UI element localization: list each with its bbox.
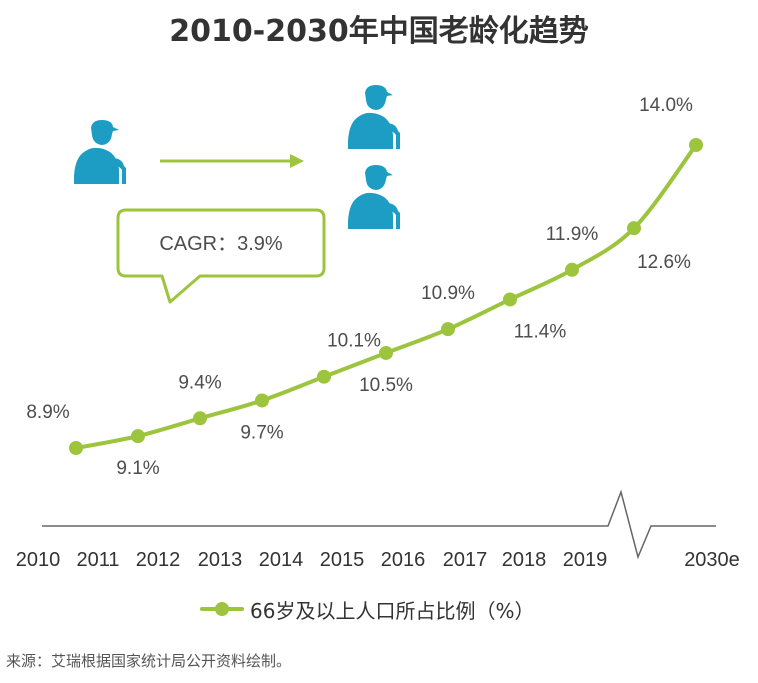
x-tick-2011: 2011 <box>76 549 119 571</box>
legend-label: 66岁及以上人口所占比例（%） <box>250 598 535 623</box>
legend: 66岁及以上人口所占比例（%） <box>200 594 534 624</box>
x-tick-2010: 2010 <box>16 549 61 571</box>
cagr-callout: CAGR：3.9% <box>116 208 326 304</box>
data-point-2019 <box>627 221 641 236</box>
data-label-2011: 9.1% <box>116 458 159 479</box>
data-label-2017: 11.4% <box>514 321 567 342</box>
x-tick-2015: 2015 <box>320 549 365 571</box>
x-axis-line <box>42 489 716 560</box>
legend-swatch <box>200 599 244 619</box>
chart-title: 2010-2030年中国老龄化趋势 <box>169 14 589 49</box>
data-point-2017 <box>503 292 517 307</box>
data-point-2030e <box>689 138 703 152</box>
elderly-person-icon <box>348 165 400 229</box>
data-point-2011 <box>131 429 145 444</box>
data-label-2015: 10.5% <box>359 375 413 396</box>
data-label-2019: 12.6% <box>637 252 691 273</box>
x-tick-2012: 2012 <box>136 549 181 571</box>
data-label-2030e: 14.0% <box>639 95 693 116</box>
source-note: 来源：艾瑞根据国家统计局公开资料绘制。 <box>6 652 292 670</box>
x-tick-2018: 2018 <box>502 549 547 571</box>
x-tick-2014: 2014 <box>259 549 304 571</box>
x-tick-2030e: 2030e <box>684 549 740 571</box>
data-point-2015 <box>379 345 393 360</box>
data-label-2018: 11.9% <box>546 224 599 245</box>
data-label-2012: 9.4% <box>178 372 221 393</box>
x-tick-2017: 2017 <box>443 549 488 571</box>
data-point-2018 <box>565 262 579 277</box>
elderly-person-icon <box>74 120 126 184</box>
data-point-2016 <box>441 322 455 337</box>
data-label-2010: 8.9% <box>26 402 69 423</box>
data-point-2010 <box>69 441 83 455</box>
data-label-2016: 10.9% <box>421 283 475 304</box>
data-label-2013: 9.7% <box>240 422 283 443</box>
data-point-2013 <box>255 393 269 408</box>
data-label-2014: 10.1% <box>327 331 381 352</box>
data-point-2012 <box>193 411 207 426</box>
x-tick-2019: 2019 <box>563 549 608 571</box>
data-point-2014 <box>317 369 331 384</box>
elderly-person-icon <box>348 85 400 149</box>
x-tick-2016: 2016 <box>381 549 426 571</box>
x-tick-2013: 2013 <box>198 549 243 571</box>
cagr-text: CAGR：3.9% <box>159 233 283 255</box>
arrow-right-icon <box>160 154 304 168</box>
